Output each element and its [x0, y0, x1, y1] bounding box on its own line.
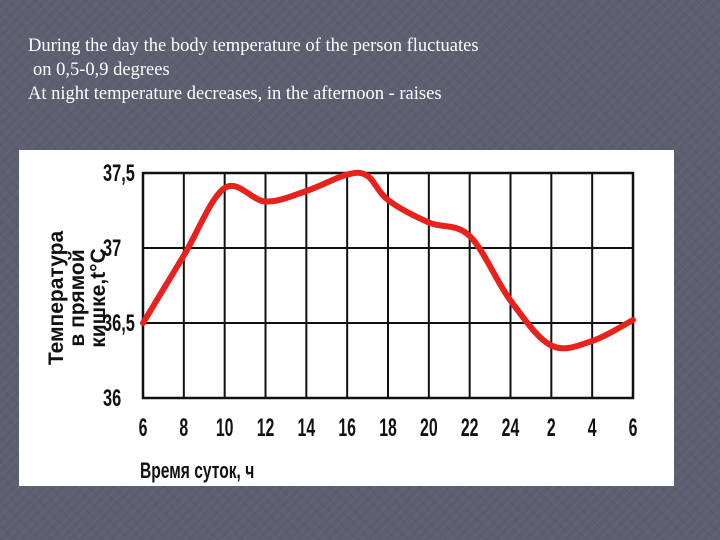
y-axis-label-line: кишке,t°C — [87, 248, 110, 348]
y-axis-label-line: Температура — [45, 231, 68, 366]
caption-line-3: At night temperature decreases, in the a… — [28, 84, 442, 104]
y-tick-label: 37,5 — [103, 160, 135, 187]
x-tick-label: 16 — [338, 414, 356, 442]
x-tick-label: 24 — [502, 414, 520, 442]
y-tick-label: 36 — [103, 385, 121, 412]
x-tick-label: 6 — [139, 414, 148, 442]
y-tick-label: 37 — [103, 235, 121, 262]
x-tick-label: 6 — [629, 414, 638, 442]
x-tick-label: 14 — [298, 414, 316, 442]
caption-line-1: During the day the body temperature of t… — [28, 36, 479, 56]
temperature-line — [140, 169, 636, 352]
caption-line-2: on 0,5-0,9 degrees — [33, 60, 170, 80]
x-tick-label: 18 — [379, 414, 397, 442]
x-tick-label: 22 — [461, 414, 479, 442]
temperature-chart: 37,5 37 36,5 36 6 8 10 12 14 16 18 20 22 24 2 4 6 Время с… — [19, 150, 674, 486]
x-tick-label: 12 — [257, 414, 275, 442]
x-tick-label: 10 — [216, 414, 234, 442]
x-tick-label: 4 — [588, 414, 597, 442]
y-tick-label: 36,5 — [103, 310, 135, 337]
slide-caption: During the day the body temperature of t… — [28, 34, 688, 106]
y-axis-label-line: в прямой — [66, 249, 89, 346]
x-tick-label: 8 — [179, 414, 188, 442]
x-tick-label: 2 — [547, 414, 556, 442]
x-axis-label: Время суток, ч — [140, 459, 254, 483]
x-tick-label: 20 — [420, 414, 438, 442]
